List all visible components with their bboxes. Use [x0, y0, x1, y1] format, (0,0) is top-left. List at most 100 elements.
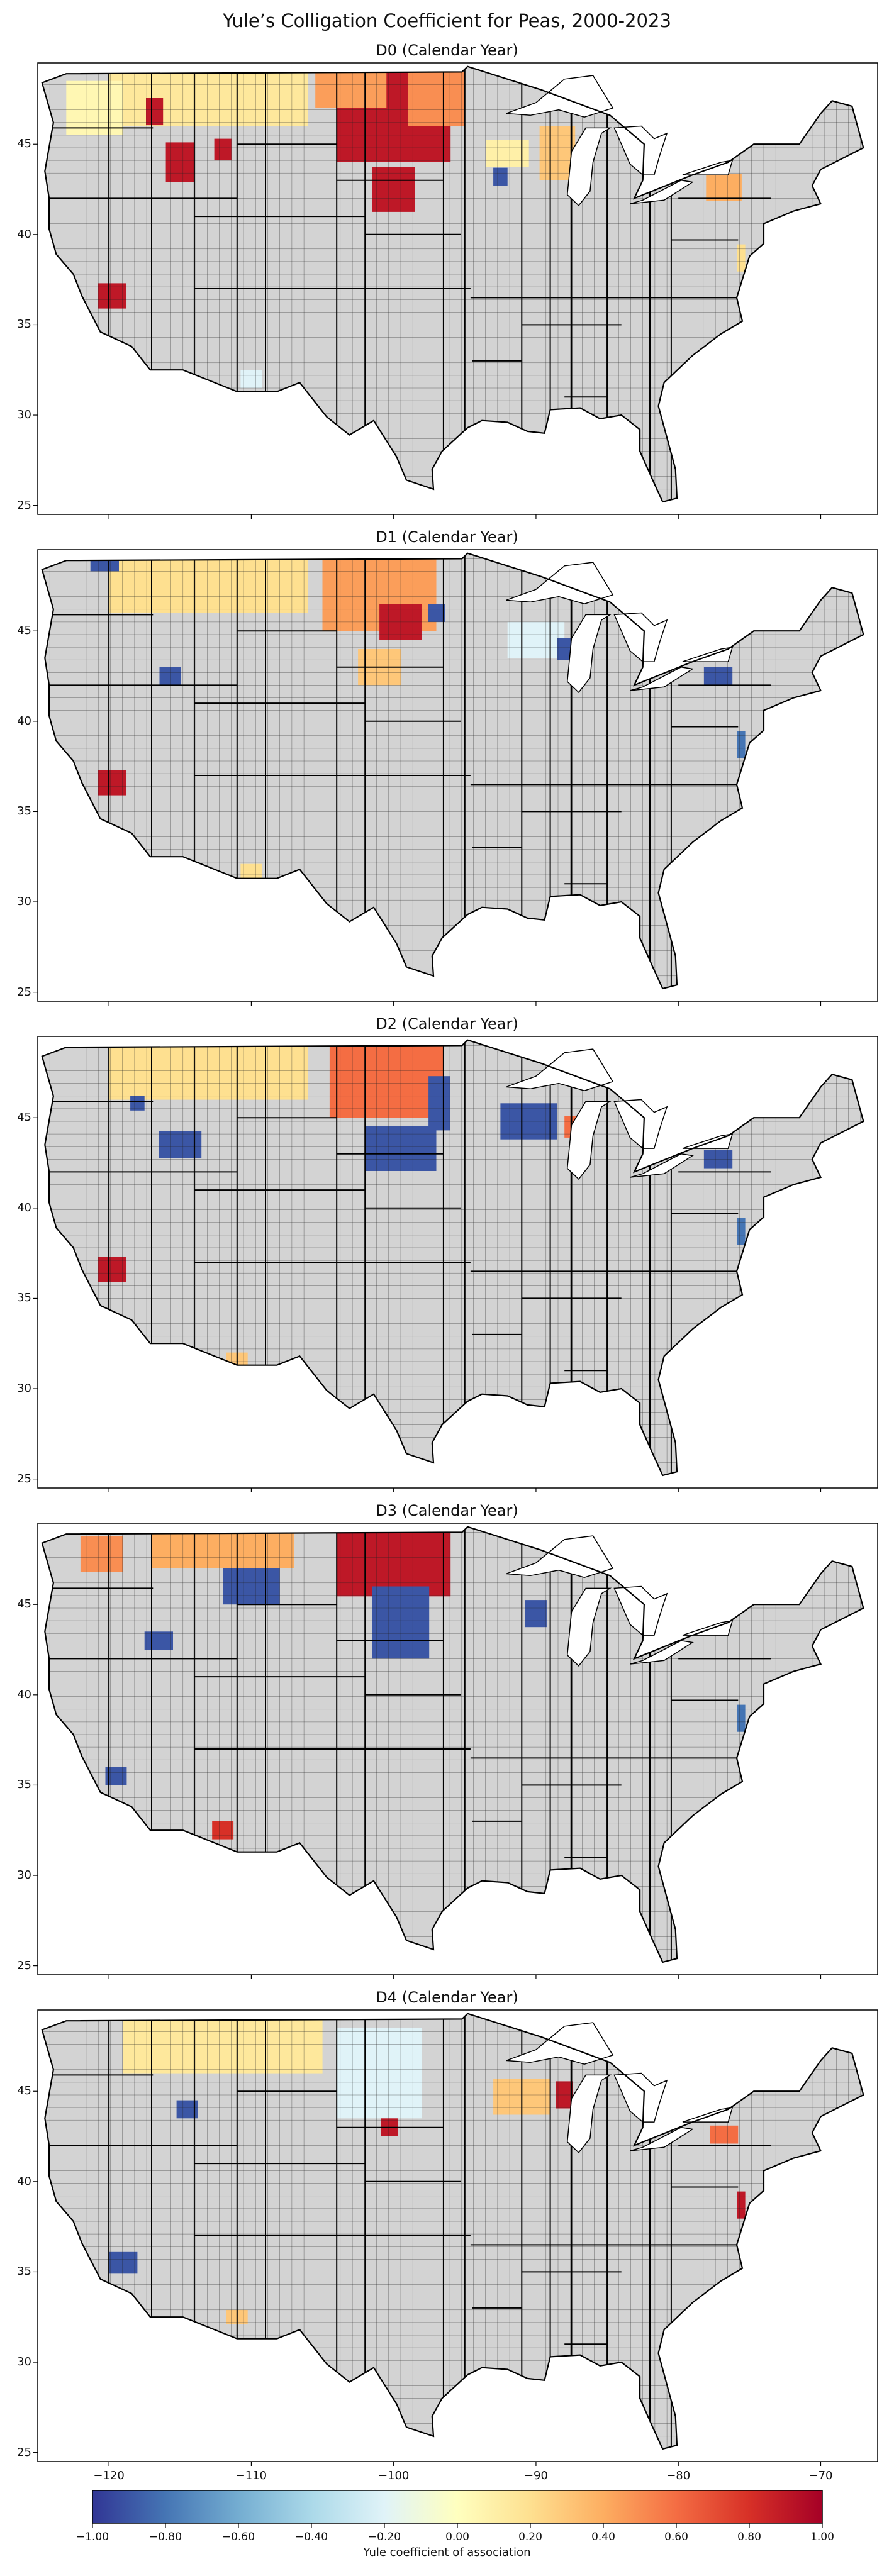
y-tick-label: 40	[17, 714, 31, 728]
colorbar-tick-label: −0.20	[367, 2531, 401, 2543]
great-lake	[682, 1620, 734, 1636]
county-highlight	[240, 863, 262, 879]
county-highlight	[737, 244, 746, 272]
county-highlight	[98, 283, 126, 309]
great-lake	[566, 1587, 612, 1667]
county-highlight	[507, 621, 565, 658]
county-highlight	[428, 1076, 450, 1131]
figure-title: Yule’s Colligation Coefficient for Peas,…	[223, 10, 671, 31]
county-highlight	[737, 1218, 746, 1245]
state-borders	[45, 2013, 771, 2449]
y-tick-label: 25	[17, 1958, 31, 1972]
great-lake	[630, 1640, 694, 1665]
colorbar-label: Yule coefficient of association	[363, 2546, 531, 2559]
y-tick-label: 30	[17, 2355, 31, 2369]
county-layer	[42, 553, 864, 989]
colorbar-tick-label: 1.00	[810, 2531, 834, 2543]
y-tick-label: 30	[17, 408, 31, 422]
county-highlight	[710, 2125, 739, 2144]
county-highlight	[146, 98, 164, 126]
us-land	[42, 66, 864, 502]
county-highlight	[557, 638, 572, 660]
county-highlight	[703, 667, 733, 686]
county-layer	[42, 1040, 864, 1475]
great-lake	[682, 647, 734, 662]
y-tick-label: 45	[17, 2084, 31, 2098]
great-lake	[682, 2107, 734, 2123]
great-lake	[613, 125, 668, 175]
panel-title: D1 (Calendar Year)	[376, 528, 518, 546]
colorbar-tick-label: 0.60	[664, 2531, 688, 2543]
y-tick-label: 35	[17, 1778, 31, 1792]
map-panel	[33, 62, 878, 519]
us-land	[42, 553, 864, 989]
y-tick-label: 35	[17, 804, 31, 818]
map-panel	[33, 549, 878, 1006]
great-lake	[566, 127, 612, 207]
y-tick-label: 30	[17, 1382, 31, 1396]
y-tick-label: 35	[17, 2265, 31, 2279]
county-highlight	[212, 1821, 234, 1840]
y-tick-label: 25	[17, 2445, 31, 2459]
colorbar-tick-label: −0.60	[221, 2531, 255, 2543]
county-highlight	[737, 1704, 746, 1732]
colorbar-tick-label: 0.20	[518, 2531, 542, 2543]
county-highlight	[109, 558, 308, 613]
county-highlight	[223, 1568, 280, 1605]
great-lake	[613, 2072, 668, 2123]
county-highlight	[80, 1536, 123, 1572]
us-outline	[41, 2012, 864, 2450]
great-lake	[566, 2074, 612, 2154]
great-lake	[630, 1153, 694, 1178]
panel-title: D0 (Calendar Year)	[376, 42, 518, 59]
colorbar-tick-label: 0.00	[445, 2531, 469, 2543]
county-highlight	[706, 174, 742, 201]
county-highlight	[123, 2019, 323, 2074]
great-lake	[613, 612, 668, 662]
great-lake	[613, 1585, 668, 1636]
county-highlight	[737, 731, 746, 758]
great-lake	[682, 160, 734, 175]
county-highlight	[337, 1533, 451, 1597]
county-layer	[42, 66, 864, 502]
colorbar-tick-label: 0.40	[591, 2531, 615, 2543]
x-tick-label: −100	[377, 2469, 410, 2482]
x-tick-label: −70	[808, 2469, 833, 2482]
colorbar-tick-label: 0.80	[737, 2531, 761, 2543]
county-highlight	[428, 604, 445, 622]
great-lake	[566, 614, 612, 694]
colorbar-tick-label: −0.40	[294, 2531, 328, 2543]
y-tick-label: 25	[17, 985, 31, 999]
us-land	[42, 1526, 864, 1962]
great-lake	[566, 1101, 612, 1180]
y-tick-label: 45	[17, 137, 31, 151]
map-panel	[33, 1523, 878, 1979]
y-tick-label: 35	[17, 1291, 31, 1305]
county-highlight	[109, 1045, 308, 1100]
county-highlight	[329, 1045, 444, 1118]
y-tick-label: 25	[17, 1472, 31, 1485]
x-tick-label: −120	[93, 2469, 125, 2482]
county-highlight	[165, 142, 194, 182]
county-highlight	[525, 1600, 547, 1628]
county-highlight	[337, 2028, 422, 2119]
county-highlight	[159, 667, 181, 686]
county-highlight	[486, 140, 529, 167]
us-land	[42, 2013, 864, 2449]
county-layer	[42, 2013, 864, 2449]
panel-title: D2 (Calendar Year)	[376, 1015, 518, 1033]
colorbar-tick-label: −0.80	[148, 2531, 182, 2543]
county-highlight	[408, 72, 465, 126]
us-outline	[41, 1039, 864, 1477]
y-tick-label: 45	[17, 1111, 31, 1124]
county-highlight	[240, 370, 262, 388]
us-outline	[41, 65, 864, 503]
county-highlight	[737, 2191, 746, 2219]
county-highlight	[98, 1257, 126, 1282]
county-highlight	[98, 770, 126, 796]
state-borders	[45, 1526, 771, 1962]
great-lake	[630, 2126, 694, 2151]
great-lake	[613, 1099, 668, 1149]
state-borders	[45, 553, 771, 989]
y-tick-label: 40	[17, 1687, 31, 1701]
